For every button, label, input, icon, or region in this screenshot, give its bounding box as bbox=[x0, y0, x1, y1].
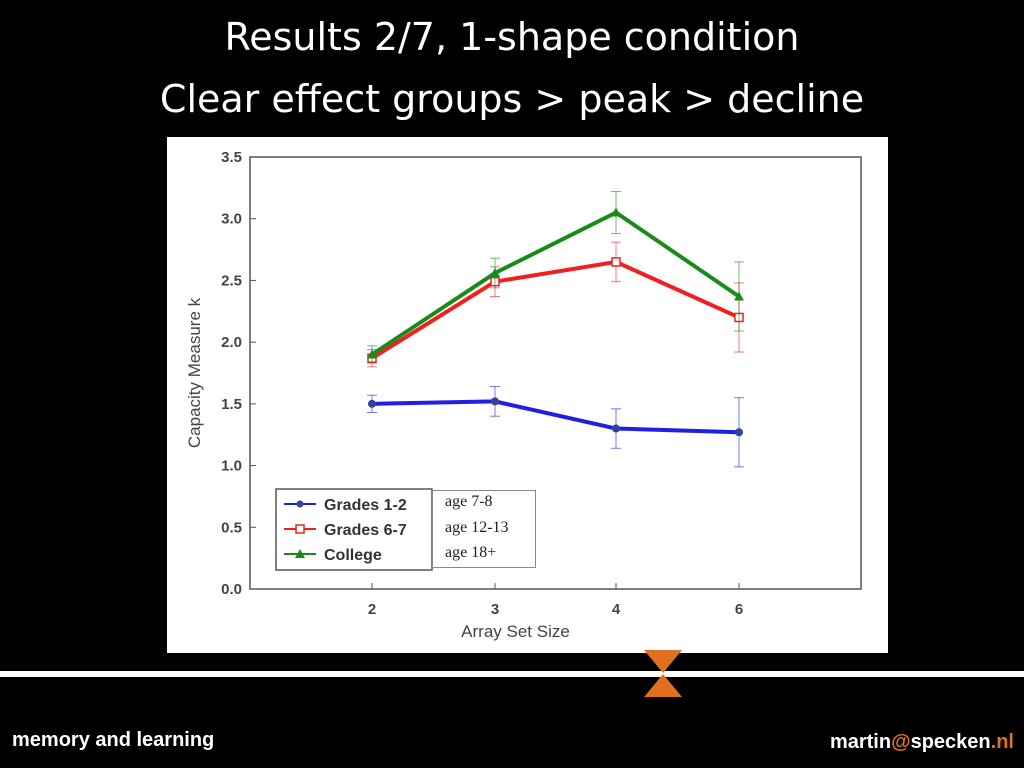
y-tick-label: 0.0 bbox=[221, 581, 242, 598]
email-domain: specken bbox=[910, 731, 991, 753]
data-point bbox=[735, 428, 743, 437]
legend-label: Grades 1-2 bbox=[324, 497, 407, 514]
data-point bbox=[612, 424, 620, 433]
line-chart: 0.0 0.5 1.0 1.5 2.0 2.5 3.0 3.5 2 3 4 6 Array Set Si… bbox=[185, 149, 862, 641]
slide-title-line2: Clear effect groups > peak > decline bbox=[159, 77, 865, 121]
x-tick-label: 3 bbox=[491, 601, 499, 618]
chart-panel: 0.0 0.5 1.0 1.5 2.0 2.5 3.0 3.5 2 3 4 6 Array Set Si… bbox=[167, 137, 888, 653]
y-tick-label: 1.5 bbox=[221, 396, 242, 413]
data-point bbox=[611, 257, 621, 267]
x-tick-label: 4 bbox=[612, 601, 621, 618]
data-point bbox=[734, 291, 744, 301]
email-user: martin bbox=[829, 731, 892, 753]
series-line bbox=[370, 210, 741, 357]
y-tick-label: 2.5 bbox=[221, 272, 242, 289]
data-point bbox=[490, 268, 500, 278]
plot-frame bbox=[249, 156, 862, 590]
email-at: @ bbox=[891, 731, 911, 753]
data-point bbox=[611, 207, 621, 217]
y-tick-label: 3.5 bbox=[221, 149, 242, 166]
x-tick-label: 2 bbox=[368, 601, 376, 618]
age-label-grades-1-2: age 7-8 bbox=[445, 493, 493, 510]
slide-title-line1: Results 2/7, 1-shape condition bbox=[224, 15, 800, 59]
age-annotation-box bbox=[432, 490, 536, 568]
y-axis-label: Capacity Measure k bbox=[185, 297, 204, 448]
age-label-college: age 18+ bbox=[445, 544, 497, 561]
x-axis-label: Array Set Size bbox=[461, 622, 570, 641]
series-line bbox=[371, 399, 740, 435]
email-dot: . bbox=[990, 731, 997, 753]
y-tick-label: 1.0 bbox=[221, 458, 242, 475]
y-tick-label: 2.0 bbox=[221, 334, 242, 351]
y-tick-label: 0.5 bbox=[221, 519, 242, 536]
legend-marker bbox=[295, 524, 305, 534]
email-tld: nl bbox=[996, 731, 1014, 753]
data-point bbox=[491, 397, 499, 406]
data-point bbox=[367, 349, 377, 359]
footer-divider bbox=[0, 671, 1024, 677]
y-tick-label: 3.0 bbox=[221, 211, 242, 228]
data-point bbox=[368, 399, 376, 408]
x-tick-label: 6 bbox=[735, 601, 743, 618]
footer-email[interactable]: martin@specken.nl bbox=[830, 731, 1014, 754]
legend-marker bbox=[295, 549, 305, 558]
age-label-grades-6-7: age 12-13 bbox=[445, 519, 509, 536]
legend-marker bbox=[296, 500, 304, 508]
legend-label: Grades 6-7 bbox=[324, 522, 407, 539]
legend-label: College bbox=[324, 547, 382, 564]
series-line bbox=[370, 259, 740, 360]
hourglass-icon bbox=[644, 650, 682, 697]
footer-course-name: memory and learning bbox=[12, 729, 215, 751]
